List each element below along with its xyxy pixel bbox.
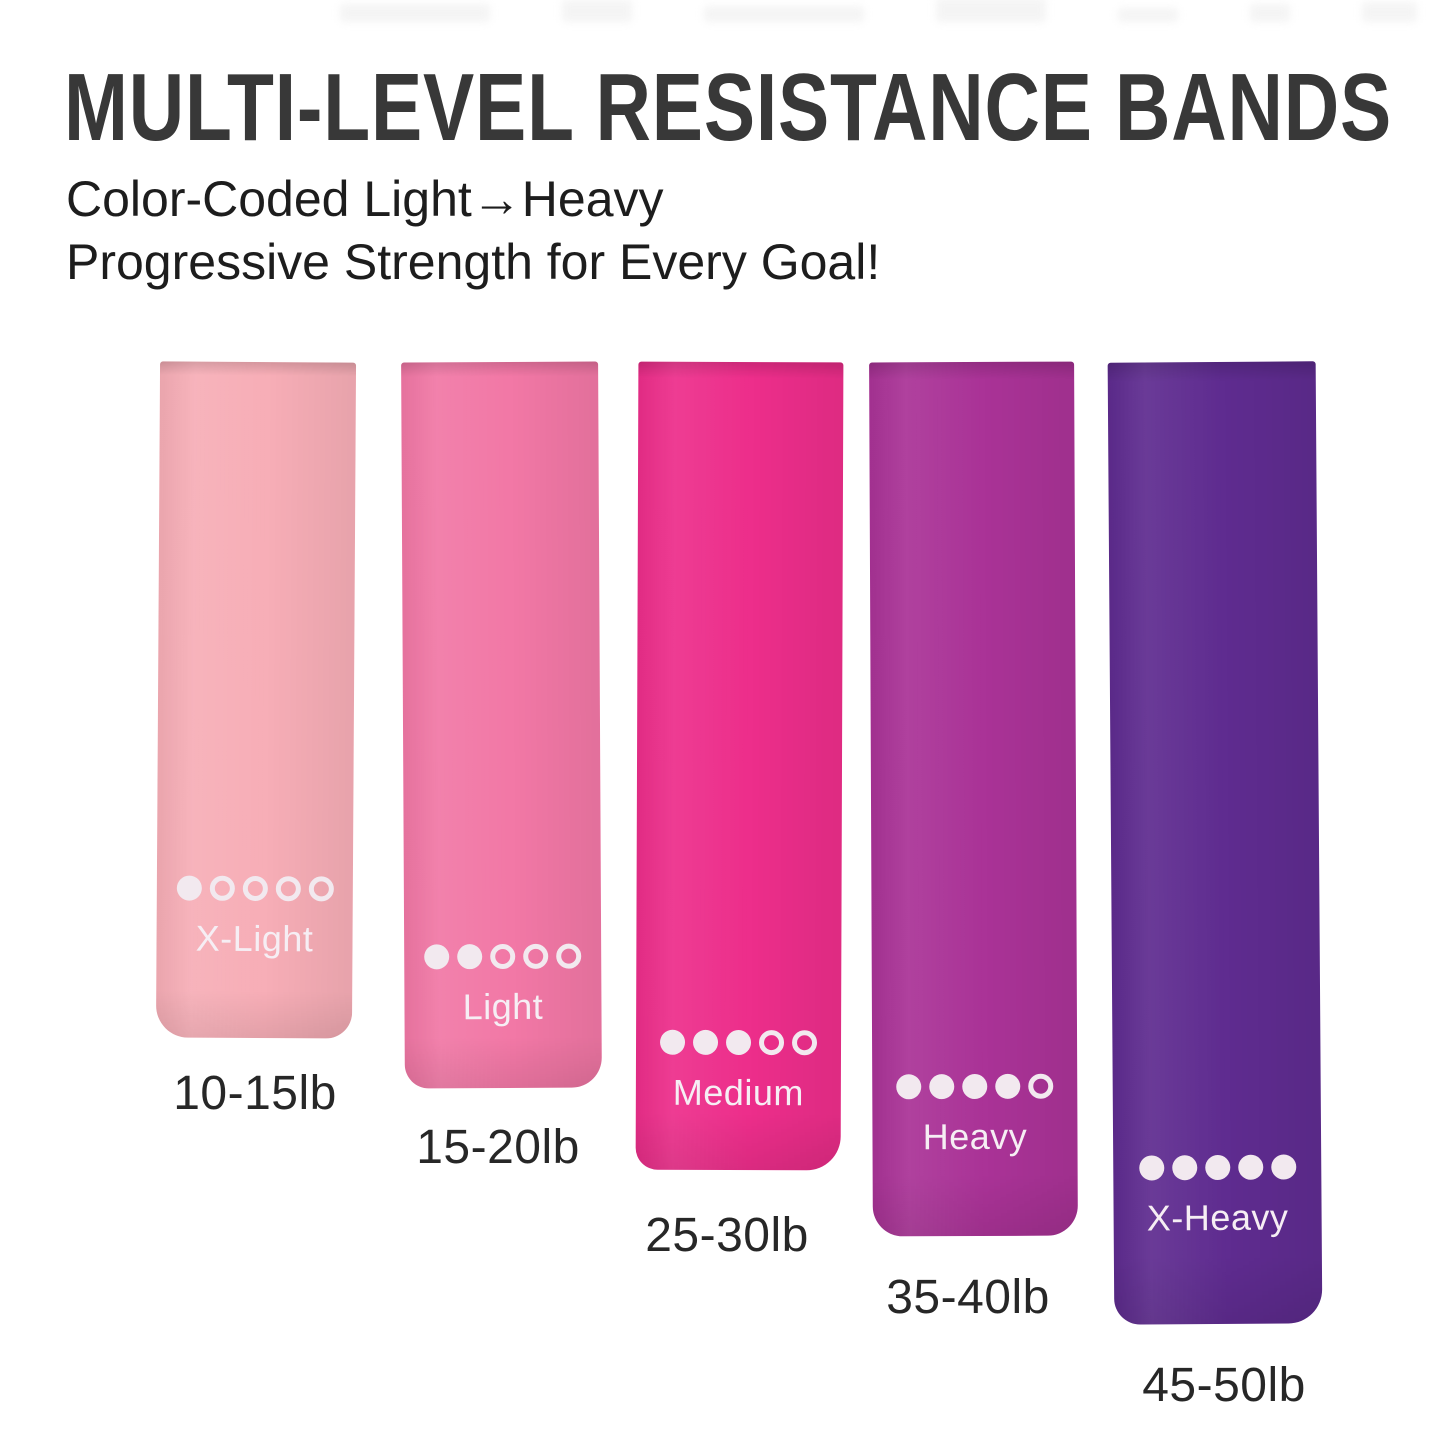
level-dot-filled (692, 1029, 719, 1055)
level-dot-empty (490, 943, 516, 969)
band-weight-label: 10-15lb (173, 1067, 337, 1120)
strength-level-dots (1138, 1154, 1296, 1181)
band-strength-label: Heavy (922, 1115, 1028, 1158)
level-dot-empty (556, 943, 582, 969)
text-smudge (1250, 4, 1290, 22)
text-smudge (340, 4, 490, 22)
level-dot-empty (275, 875, 301, 902)
strength-level-dots (896, 1073, 1054, 1100)
band-strength-label: Light (462, 985, 544, 1028)
level-dot-filled (896, 1074, 922, 1100)
level-dot-filled (1204, 1154, 1230, 1180)
level-dot-filled (995, 1073, 1021, 1099)
resistance-band-x-light: X-Light (155, 361, 357, 1039)
band-info: Medium (636, 1029, 841, 1114)
level-dot-filled (1270, 1154, 1296, 1180)
text-smudge (562, 0, 632, 22)
resistance-band-x-heavy: X-Heavy (1107, 361, 1323, 1325)
level-dot-filled (1237, 1154, 1263, 1180)
resistance-band-light: Light (401, 361, 602, 1089)
band-weight-label: 25-30lb (645, 1209, 809, 1262)
band-strength-label: X-Heavy (1146, 1196, 1289, 1239)
text-smudge (704, 6, 864, 22)
strength-level-dots (424, 943, 582, 970)
level-dot-filled (962, 1073, 988, 1099)
level-dot-filled (424, 944, 450, 970)
subtitle: Color-Coded Light→Heavy Progressive Stre… (66, 168, 880, 294)
level-dot-empty (242, 875, 268, 901)
band-info: X-Light (156, 875, 353, 960)
level-dot-empty (209, 875, 235, 901)
band-info: Light (404, 943, 601, 1028)
resistance-band-heavy: Heavy (869, 361, 1078, 1237)
cropped-text-remnants (340, 0, 1435, 22)
level-dot-empty (758, 1029, 785, 1055)
band-weight-label: 35-40lb (886, 1271, 1050, 1324)
level-dot-filled (725, 1029, 752, 1055)
resistance-band-medium: Medium (635, 361, 844, 1171)
band-strength-label: X-Light (195, 917, 314, 960)
subtitle-line-2: Progressive Strength for Every Goal! (66, 234, 881, 290)
level-dot-filled (1138, 1155, 1164, 1181)
level-dot-filled (929, 1073, 955, 1100)
level-dot-filled (1171, 1154, 1197, 1181)
band-weight-label: 45-50lb (1142, 1359, 1306, 1412)
level-dot-filled (457, 943, 483, 970)
band-strength-label: Medium (672, 1071, 804, 1114)
subtitle-line-1: Color-Coded Light→Heavy (66, 171, 664, 227)
text-smudge (1362, 2, 1417, 22)
level-dot-empty (523, 943, 549, 969)
level-dot-filled (659, 1029, 686, 1055)
text-smudge (936, 0, 1046, 22)
level-dot-empty (791, 1029, 818, 1056)
strength-level-dots (176, 875, 334, 902)
strength-level-dots (659, 1029, 818, 1056)
band-weight-label: 15-20lb (416, 1121, 580, 1174)
level-dot-empty (1028, 1073, 1054, 1099)
level-dot-empty (308, 876, 334, 902)
level-dot-filled (176, 875, 202, 901)
page-title: MULTI-LEVEL RESISTANCE BANDS (64, 54, 1393, 161)
band-info: X-Heavy (1113, 1154, 1322, 1240)
text-smudge (1118, 8, 1178, 22)
band-info: Heavy (872, 1073, 1077, 1158)
